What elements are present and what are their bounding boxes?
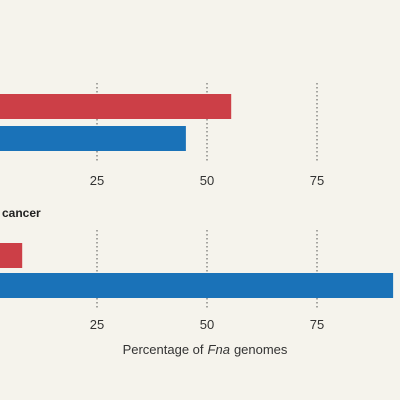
x-tick-label: 25 bbox=[90, 173, 104, 188]
bar bbox=[0, 126, 186, 151]
x-tick-label: 50 bbox=[200, 173, 214, 188]
x-tick-label: 50 bbox=[200, 317, 214, 332]
x-tick-label: 75 bbox=[310, 317, 324, 332]
bar bbox=[0, 94, 232, 119]
x-axis-label-part: genomes bbox=[234, 342, 288, 357]
bar bbox=[0, 273, 394, 298]
bar bbox=[0, 243, 23, 268]
x-axis-label-part: Fna bbox=[208, 342, 230, 357]
panel-title: a cancer bbox=[0, 206, 41, 220]
x-tick-label: 25 bbox=[90, 317, 104, 332]
x-axis-label: Percentage of Fna genomes bbox=[123, 342, 288, 357]
x-tick-label: 75 bbox=[310, 173, 324, 188]
x-axis-label-part: Percentage of bbox=[123, 342, 204, 357]
